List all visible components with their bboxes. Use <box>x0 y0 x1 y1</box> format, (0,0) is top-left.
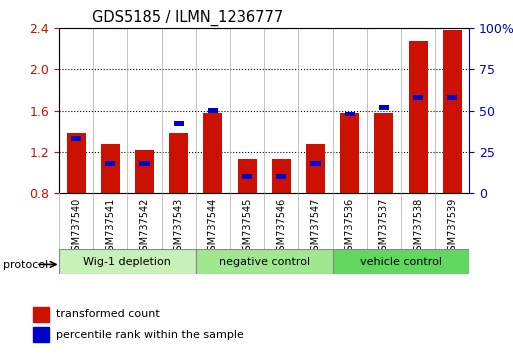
Text: negative control: negative control <box>219 257 310 267</box>
Text: GSM737543: GSM737543 <box>174 198 184 257</box>
Bar <box>204 113 222 193</box>
Bar <box>447 95 458 100</box>
Text: GSM737542: GSM737542 <box>140 198 149 257</box>
Bar <box>135 150 154 193</box>
Bar <box>409 41 427 193</box>
Text: GSM737540: GSM737540 <box>71 198 81 257</box>
Bar <box>379 105 389 110</box>
Bar <box>272 159 291 193</box>
Bar <box>101 144 120 193</box>
Text: GSM737537: GSM737537 <box>379 198 389 257</box>
Text: GSM737547: GSM737547 <box>310 198 321 257</box>
Bar <box>413 95 423 100</box>
Bar <box>276 174 286 179</box>
Bar <box>140 161 150 166</box>
Text: transformed count: transformed count <box>56 309 160 319</box>
Text: GSM737545: GSM737545 <box>242 198 252 257</box>
Bar <box>105 161 115 166</box>
Text: GSM737539: GSM737539 <box>447 198 457 257</box>
Bar <box>71 136 81 141</box>
Bar <box>33 307 49 321</box>
Text: Wig-1 depletion: Wig-1 depletion <box>84 257 171 267</box>
Text: GSM737536: GSM737536 <box>345 198 354 257</box>
Text: vehicle control: vehicle control <box>360 257 442 267</box>
Bar <box>173 121 184 126</box>
Bar <box>169 133 188 193</box>
Bar <box>332 249 469 274</box>
Bar <box>374 113 393 193</box>
Bar <box>242 174 252 179</box>
Text: GSM737546: GSM737546 <box>277 198 286 257</box>
Bar <box>306 144 325 193</box>
Bar <box>310 161 321 166</box>
Bar <box>345 112 355 116</box>
Bar <box>238 159 256 193</box>
Text: GSM737544: GSM737544 <box>208 198 218 257</box>
Bar <box>33 327 49 342</box>
Bar <box>340 113 359 193</box>
Bar <box>196 249 332 274</box>
Text: protocol: protocol <box>3 260 48 270</box>
Text: GSM737538: GSM737538 <box>413 198 423 257</box>
Bar <box>67 133 86 193</box>
Text: GDS5185 / ILMN_1236777: GDS5185 / ILMN_1236777 <box>92 9 283 25</box>
Text: GSM737541: GSM737541 <box>105 198 115 257</box>
Bar <box>59 249 196 274</box>
Text: percentile rank within the sample: percentile rank within the sample <box>56 330 244 340</box>
Bar <box>443 30 462 193</box>
Bar <box>208 108 218 113</box>
